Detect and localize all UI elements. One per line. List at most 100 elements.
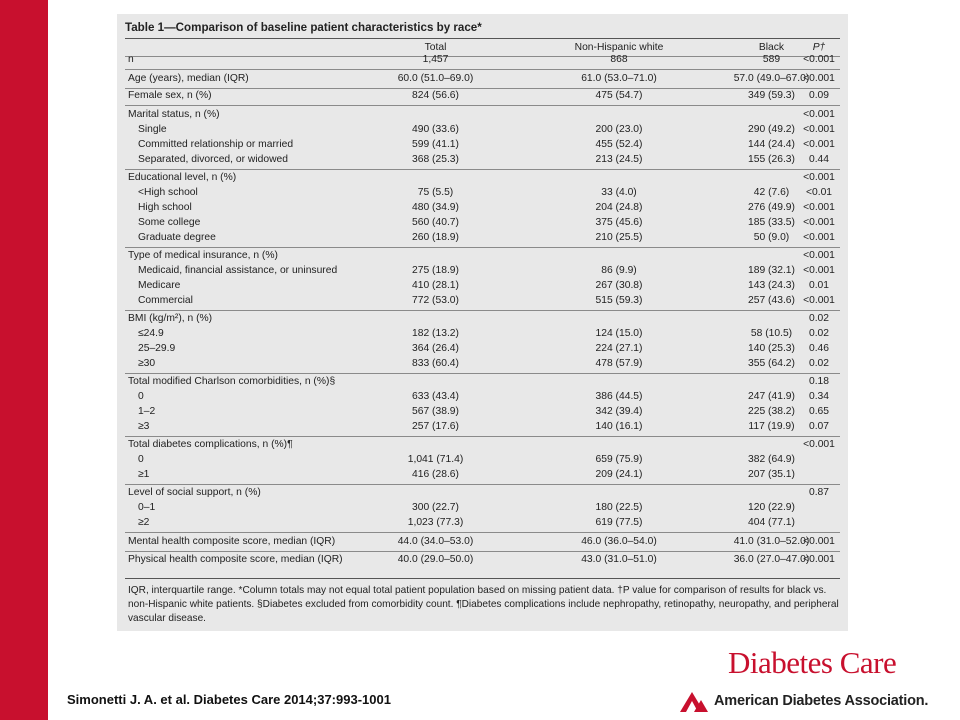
cell-white: 475 (54.7) <box>595 90 643 101</box>
cell-white: 209 (24.1) <box>595 469 643 480</box>
cell-p: 0.02 <box>808 328 830 339</box>
cell-label: Type of medical insurance, n (%) <box>128 250 278 261</box>
cell-black: 42 (7.6) <box>753 187 790 198</box>
table-row: Total modified Charlson comorbidities, n… <box>125 374 840 389</box>
cell-p: 0.65 <box>808 406 830 417</box>
cell-label: ≥1 <box>138 469 150 480</box>
cell-label: ≥3 <box>138 421 150 432</box>
cell-black: 155 (26.3) <box>748 154 795 165</box>
cell-label: 25–29.9 <box>138 343 176 354</box>
cell-total: 416 (28.6) <box>412 469 459 480</box>
table-row: Medicare 410 (28.1) 267 (30.8) 143 (24.3) 0.… <box>125 278 840 293</box>
table-row: Single 490 (33.6) 200 (23.0) 290 (49.2) <0.0… <box>125 122 840 137</box>
cell-label: High school <box>138 202 192 213</box>
cell-p: 0.46 <box>808 343 830 354</box>
cell-black: 185 (33.5) <box>748 217 795 228</box>
cell-total: 560 (40.7) <box>412 217 459 228</box>
table-row: Level of social support, n (%) 0.87 <box>125 485 840 500</box>
table-row: Age (years), median (IQR) 60.0 (51.0–69.0… <box>125 71 840 86</box>
cell-total: 364 (26.4) <box>412 343 459 354</box>
cell-p: <0.001 <box>803 295 835 306</box>
cell-black: 117 (19.9) <box>748 421 795 432</box>
cell-black: 382 (64.9) <box>748 454 795 465</box>
cell-label: 0 <box>138 454 144 465</box>
cell-white: 478 (57.9) <box>595 358 643 369</box>
table-row: Marital status, n (%) <0.001 <box>125 107 840 122</box>
cell-white: 210 (25.5) <box>595 232 643 243</box>
cell-black: 50 (9.0) <box>753 232 790 243</box>
cell-black: 144 (24.4) <box>748 139 795 150</box>
cell-label: <High school <box>138 187 198 198</box>
cell-label: 0–1 <box>138 502 156 513</box>
cell-white: 124 (15.0) <box>595 328 643 339</box>
cell-total: 40.0 (29.0–50.0) <box>397 554 474 565</box>
cell-p: <0.01 <box>805 187 833 198</box>
cell-label: BMI (kg/m²), n (%) <box>128 313 213 324</box>
header-black: Black <box>758 42 785 53</box>
cell-white: 659 (75.9) <box>595 454 643 465</box>
cell-total: 772 (53.0) <box>412 295 459 306</box>
table-row: ≥30 833 (60.4) 478 (57.9) 355 (64.2) 0.02 <box>125 356 840 371</box>
cell-black: 57.0 (49.0–67.0) <box>733 73 810 84</box>
cell-total: 490 (33.6) <box>412 124 459 135</box>
cell-p: <0.001 <box>803 217 835 228</box>
cell-total: 368 (25.3) <box>412 154 459 165</box>
cell-p: 0.09 <box>808 90 830 101</box>
cell-white: 33 (4.0) <box>601 187 637 198</box>
cell-p: 0.07 <box>808 421 830 432</box>
cell-label: Graduate degree <box>138 232 216 243</box>
cell-label: Single <box>138 124 167 135</box>
cell-white: 86 (9.9) <box>601 265 637 276</box>
header-white: Non-Hispanic white <box>574 42 664 53</box>
table-row: <High school 75 (5.5) 33 (4.0) 42 (7.6) <0.0… <box>125 185 840 200</box>
cell-total: 599 (41.1) <box>412 139 459 150</box>
cell-white: 200 (23.0) <box>595 124 643 135</box>
cell-total: 1,457 <box>422 54 449 65</box>
cell-total: 75 (5.5) <box>417 187 454 198</box>
cell-total: 480 (34.9) <box>412 202 459 213</box>
header-rule <box>125 56 840 57</box>
cell-white: 342 (39.4) <box>595 406 643 417</box>
cell-p: <0.001 <box>803 202 835 213</box>
cell-black: 247 (41.9) <box>748 391 795 402</box>
table-row: ≥3 257 (17.6) 140 (16.1) 117 (19.9) 0.07 <box>125 419 840 434</box>
cell-p: <0.001 <box>803 109 835 120</box>
cell-total: 257 (17.6) <box>412 421 459 432</box>
cell-p: <0.001 <box>803 265 835 276</box>
row-separator <box>125 105 840 106</box>
table-row: 0 1,041 (71.4) 659 (75.9) 382 (64.9) <box>125 452 840 467</box>
cell-white: 61.0 (53.0–71.0) <box>581 73 657 84</box>
cell-black: 225 (38.2) <box>748 406 795 417</box>
cell-black: 189 (32.1) <box>748 265 795 276</box>
row-separator <box>125 551 840 552</box>
cell-p: <0.001 <box>803 536 835 547</box>
cell-black: 349 (59.3) <box>748 90 795 101</box>
cell-label: ≥2 <box>138 517 150 528</box>
cell-label: Educational level, n (%) <box>128 172 237 183</box>
cell-white: 515 (59.3) <box>595 295 643 306</box>
table-row: High school 480 (34.9) 204 (24.8) 276 (49.9… <box>125 200 840 215</box>
cell-total: 275 (18.9) <box>412 265 459 276</box>
cell-black: 355 (64.2) <box>748 358 795 369</box>
cell-white: 46.0 (36.0–54.0) <box>581 536 657 547</box>
cell-black: 36.0 (27.0–47.0) <box>733 554 810 565</box>
association-name: American Diabetes Association. <box>714 693 929 709</box>
table-row: Medicaid, financial assistance, or unins… <box>125 263 840 278</box>
cell-p: 0.44 <box>808 154 830 165</box>
cell-white: 213 (24.5) <box>595 154 643 165</box>
cell-total: 182 (13.2) <box>412 328 459 339</box>
cell-label: Medicare <box>138 280 181 291</box>
cell-label: Some college <box>138 217 201 228</box>
header-total: Total <box>424 42 447 53</box>
cell-white: 204 (24.8) <box>595 202 643 213</box>
cell-total: 410 (28.1) <box>412 280 459 291</box>
row-separator <box>125 169 840 170</box>
cell-black: 207 (35.1) <box>748 469 795 480</box>
cell-p: <0.001 <box>803 54 835 65</box>
cell-total: 260 (18.9) <box>412 232 459 243</box>
cell-total: 1,023 (77.3) <box>407 517 464 528</box>
row-separator <box>125 310 840 311</box>
table-row: Separated, divorced, or widowed 368 (25.3… <box>125 152 840 167</box>
cell-black: 41.0 (31.0–52.0) <box>733 536 810 547</box>
cell-black: 404 (77.1) <box>748 517 795 528</box>
